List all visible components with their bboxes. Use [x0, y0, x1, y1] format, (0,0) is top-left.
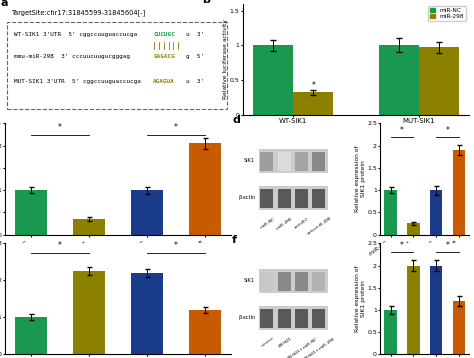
Bar	[293, 92, 333, 115]
Text: CUCUGC: CUCUGC	[153, 32, 175, 37]
Bar	[407, 266, 419, 354]
Text: $\it{miR}$-$\it{NC}$: $\it{miR}$-$\it{NC}$	[258, 214, 277, 231]
Bar	[453, 150, 465, 234]
Text: AGAGUA: AGAGUA	[153, 79, 175, 84]
Bar	[295, 309, 308, 328]
Bar	[260, 189, 273, 208]
Bar	[259, 269, 328, 293]
Text: a: a	[0, 0, 8, 8]
Bar	[253, 45, 293, 115]
Bar	[278, 272, 291, 291]
Text: *: *	[174, 124, 178, 132]
Bar	[295, 189, 308, 208]
Text: f: f	[232, 234, 237, 245]
Bar	[7, 23, 227, 109]
Bar	[15, 318, 47, 354]
Bar	[407, 223, 419, 234]
Text: *: *	[400, 126, 404, 135]
Text: MUT-SIK1 3'UTR  5' cggccuuguaccucga: MUT-SIK1 3'UTR 5' cggccuuguaccucga	[14, 79, 141, 84]
Bar	[73, 271, 105, 354]
Text: $\it{anti}$-$\it{NC}$: $\it{anti}$-$\it{NC}$	[292, 214, 311, 231]
Y-axis label: Relative luciferase activity: Relative luciferase activity	[223, 19, 228, 99]
Bar	[259, 306, 328, 330]
Bar	[73, 219, 105, 234]
Text: *: *	[311, 81, 315, 90]
Text: TargetSite:chr17:31845599-31845604[-]: TargetSite:chr17:31845599-31845604[-]	[11, 9, 146, 16]
Text: $\it{SNHG1}$+$\it{miR}$-$\it{298}$: $\it{SNHG1}$+$\it{miR}$-$\it{298}$	[301, 334, 337, 358]
Bar	[379, 45, 419, 115]
Bar	[430, 266, 442, 354]
Bar	[430, 190, 442, 234]
Bar	[384, 310, 397, 354]
Bar	[189, 310, 221, 354]
Text: *: *	[58, 241, 62, 251]
Bar	[312, 309, 325, 328]
Text: *: *	[400, 241, 404, 250]
Bar	[312, 272, 325, 291]
Bar	[15, 190, 47, 234]
Text: *: *	[446, 126, 449, 135]
Text: u  3': u 3'	[186, 32, 204, 37]
Bar	[259, 149, 328, 173]
Text: GAGACG: GAGACG	[153, 54, 175, 59]
Text: $\it{SNHG1}$+$\it{miR}$-$\it{NC}$: $\it{SNHG1}$+$\it{miR}$-$\it{NC}$	[284, 334, 319, 358]
Legend: miR-NC, miR-298: miR-NC, miR-298	[428, 6, 466, 21]
Text: *: *	[58, 124, 62, 132]
Y-axis label: Relative expression of
SIK1 protein: Relative expression of SIK1 protein	[355, 146, 365, 212]
Text: β-actin: β-actin	[238, 195, 255, 200]
Bar	[312, 189, 325, 208]
Bar	[189, 144, 221, 234]
Text: d: d	[232, 115, 240, 125]
Bar	[278, 309, 291, 328]
Bar	[295, 152, 308, 171]
Text: u  3': u 3'	[186, 79, 204, 84]
Text: mmu-miR-298  3' cccuucuugucgggag: mmu-miR-298 3' cccuucuugucgggag	[14, 54, 130, 59]
Text: *: *	[174, 241, 178, 251]
Bar	[312, 152, 325, 171]
Bar	[259, 186, 328, 210]
Y-axis label: Relative expression of
SIK1 protein: Relative expression of SIK1 protein	[355, 266, 365, 332]
Text: β-actin: β-actin	[238, 315, 255, 320]
Text: b: b	[202, 0, 210, 5]
Text: g  5': g 5'	[186, 54, 204, 59]
Bar	[419, 47, 459, 115]
Bar	[131, 190, 163, 234]
Text: WT-SIK1 3'UTR  5' cggccuuguaccucga: WT-SIK1 3'UTR 5' cggccuuguaccucga	[14, 32, 137, 37]
Bar	[295, 272, 308, 291]
Bar	[131, 273, 163, 354]
Text: $\it{miR}$-$\it{298}$: $\it{miR}$-$\it{298}$	[274, 214, 295, 232]
Bar	[260, 309, 273, 328]
Text: SIK1: SIK1	[244, 158, 255, 163]
Text: $\it{vector}$: $\it{vector}$	[259, 334, 276, 349]
Bar	[278, 189, 291, 208]
Bar	[260, 272, 273, 291]
Text: $\it{anti}$-$\it{miR}$-$\it{298}$: $\it{anti}$-$\it{miR}$-$\it{298}$	[305, 214, 334, 237]
Bar	[453, 301, 465, 354]
Text: $\it{SNHG1}$: $\it{SNHG1}$	[276, 334, 294, 350]
Bar	[260, 152, 273, 171]
Bar	[384, 190, 397, 234]
Text: SIK1: SIK1	[244, 278, 255, 283]
Text: *: *	[446, 241, 449, 250]
Bar	[278, 152, 291, 171]
